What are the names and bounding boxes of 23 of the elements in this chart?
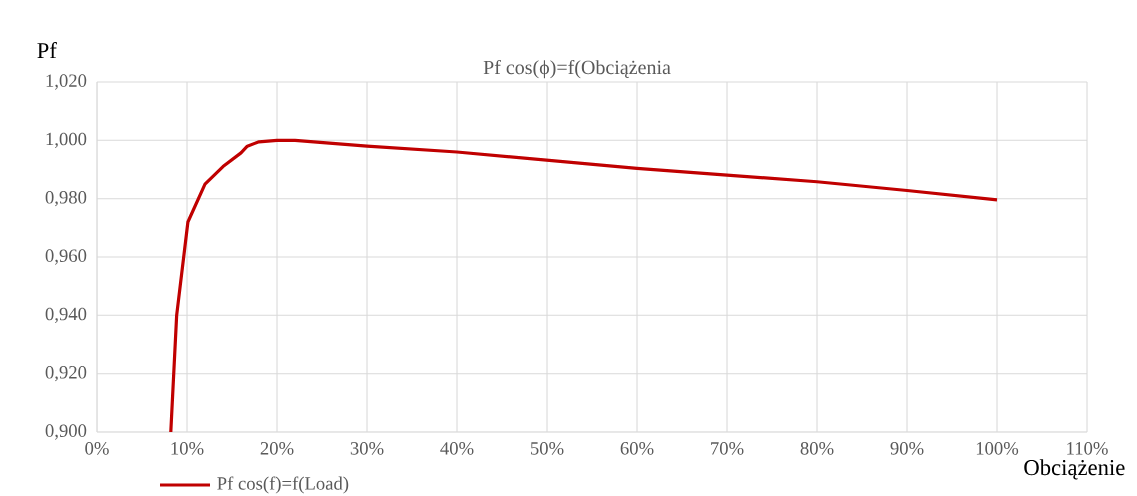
y-tick-label: 0,920	[45, 366, 87, 382]
x-axis-title: Obciążenie	[1024, 459, 1125, 480]
x-tick-label: 80%	[800, 442, 834, 455]
y-tick-label: 0,980	[45, 191, 87, 207]
x-tick-label: 40%	[440, 442, 474, 455]
x-tick-label: 10%	[171, 442, 204, 455]
chart-title: Pf cos(ϕ)=f(Obciążenia	[483, 59, 671, 79]
x-tick-label: 20%	[260, 442, 294, 455]
x-tick-label: 60%	[620, 442, 654, 455]
y-tick-label: 0,960	[45, 249, 87, 265]
y-tick-label: 0,940	[45, 307, 87, 323]
x-tick-label: 70%	[711, 442, 744, 455]
y-tick-label: 1,020	[46, 74, 87, 90]
x-tick-label: 0%	[85, 442, 109, 455]
y-tick-label: 1,000	[46, 132, 87, 148]
x-tick-label: 90%	[890, 442, 924, 455]
y-axis-title: Pf	[37, 42, 57, 58]
x-tick-label: 50%	[530, 442, 564, 455]
x-tick-label: 100%	[976, 442, 1019, 455]
x-tick-label: 110%	[1067, 442, 1108, 455]
y-tick-label: 0,900	[45, 424, 87, 440]
legend-label: Pf cos(f)=f(Load)	[217, 476, 349, 494]
x-tick-label: 30%	[350, 442, 384, 455]
